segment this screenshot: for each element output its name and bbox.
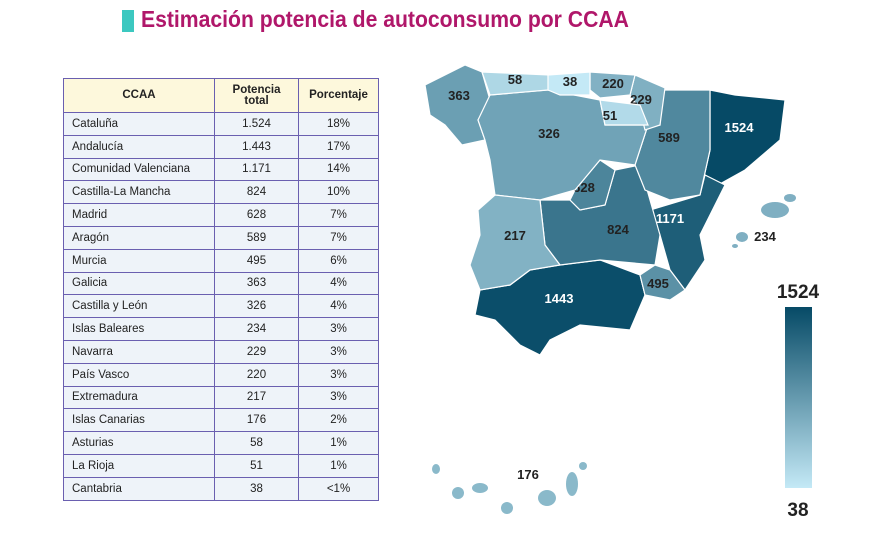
region-país-vasco: 220 <box>589 71 636 99</box>
region-shape <box>547 71 591 96</box>
cell-potencia: 38 <box>214 476 299 501</box>
cell-porcentaje: 3% <box>298 339 379 364</box>
region-islas-baleares: 234 <box>732 194 796 248</box>
cell-ccaa: Navarra <box>63 339 215 364</box>
cell-ccaa: Extremadura <box>63 385 215 410</box>
cell-ccaa: La Rioja <box>63 453 215 478</box>
island-shape <box>432 464 440 474</box>
island-shape <box>566 472 578 496</box>
table-row: Asturias 58 1% <box>63 431 379 455</box>
cell-porcentaje: <1% <box>298 476 379 501</box>
cell-ccaa: Islas Baleares <box>63 317 215 341</box>
data-table: CCAA Potencia total Porcentaje Cataluña 1… <box>63 78 379 501</box>
region-shape <box>639 264 686 301</box>
island-shape <box>472 483 488 493</box>
island-shape <box>538 490 556 506</box>
region-value-label: 363 <box>448 88 470 103</box>
region-la-rioja: 51 <box>599 99 649 126</box>
region-islas-canarias: 176 <box>432 462 587 514</box>
table-row: Cantabria 38 <1% <box>63 476 379 501</box>
region-value-label: 38 <box>563 74 577 89</box>
island-shape <box>579 462 587 470</box>
region-extremadura: 217 <box>469 194 562 291</box>
region-value-label: 229 <box>630 92 652 107</box>
region-shape <box>424 64 491 146</box>
table-row: Islas Baleares 234 3% <box>63 317 379 341</box>
island-shape <box>501 502 513 514</box>
table-row: Madrid 628 7% <box>63 203 379 227</box>
region-value-label: 1171 <box>656 211 684 226</box>
region-value-label: 51 <box>603 108 617 123</box>
cell-ccaa: País Vasco <box>63 362 215 387</box>
region-galicia: 363 <box>424 64 491 146</box>
region-value-label: 217 <box>504 228 526 243</box>
region-aragón: 589 <box>634 89 711 201</box>
region-value-label: 176 <box>517 467 539 482</box>
region-value-label: 326 <box>538 126 560 141</box>
region-value-label: 220 <box>602 76 624 91</box>
table-row: La Rioja 51 1% <box>63 453 379 478</box>
island-shape <box>784 194 796 202</box>
header-potencia: Potencia total <box>214 78 299 113</box>
region-murcia: 495 <box>639 264 686 301</box>
cell-potencia: 1.524 <box>214 112 299 136</box>
region-cantabria: 38 <box>547 71 591 96</box>
cell-ccaa: Castilla-La Mancha <box>63 180 215 205</box>
region-value-label: 1443 <box>545 291 574 306</box>
cell-porcentaje: 3% <box>298 317 379 341</box>
table-row: Castilla y León 326 4% <box>63 294 379 319</box>
table-row: Castilla-La Mancha 824 10% <box>63 180 379 205</box>
region-cataluña: 1524 <box>699 89 786 197</box>
island-shape <box>732 244 738 248</box>
table-row: Aragón 589 7% <box>63 225 379 250</box>
region-value-label: 234 <box>754 229 776 244</box>
table-row: Andalucía 1.443 17% <box>63 134 379 159</box>
page-title: Estimación potencia de autoconsumo por C… <box>141 6 629 32</box>
region-shape <box>599 99 649 126</box>
header-ccaa: CCAA <box>63 78 215 113</box>
cell-potencia: 326 <box>214 294 299 319</box>
island-shape <box>452 487 464 499</box>
legend-gradient-bar <box>785 307 812 488</box>
table-row: País Vasco 220 3% <box>63 362 379 387</box>
table-row: Galicia 363 4% <box>63 271 379 296</box>
header-porcentaje: Porcentaje <box>298 78 379 113</box>
table-row: Comunidad Valenciana 1.171 14% <box>63 157 379 182</box>
title-accent <box>122 10 134 32</box>
region-value-label: 1524 <box>725 120 755 135</box>
region-navarra: 229 <box>629 74 666 131</box>
region-shape <box>469 194 562 291</box>
table-row: Navarra 229 3% <box>63 339 379 364</box>
legend-max-label: 1524 <box>777 282 820 303</box>
cell-potencia: 176 <box>214 408 299 433</box>
region-value-label: 58 <box>508 72 522 87</box>
legend-min-label: 38 <box>787 500 808 521</box>
table-row: Extremadura 217 3% <box>63 385 379 410</box>
island-shape <box>736 232 748 242</box>
region-value-label: 824 <box>607 222 629 237</box>
island-shape <box>761 202 789 218</box>
region-value-label: 495 <box>647 276 669 291</box>
region-value-label: 589 <box>658 130 680 145</box>
